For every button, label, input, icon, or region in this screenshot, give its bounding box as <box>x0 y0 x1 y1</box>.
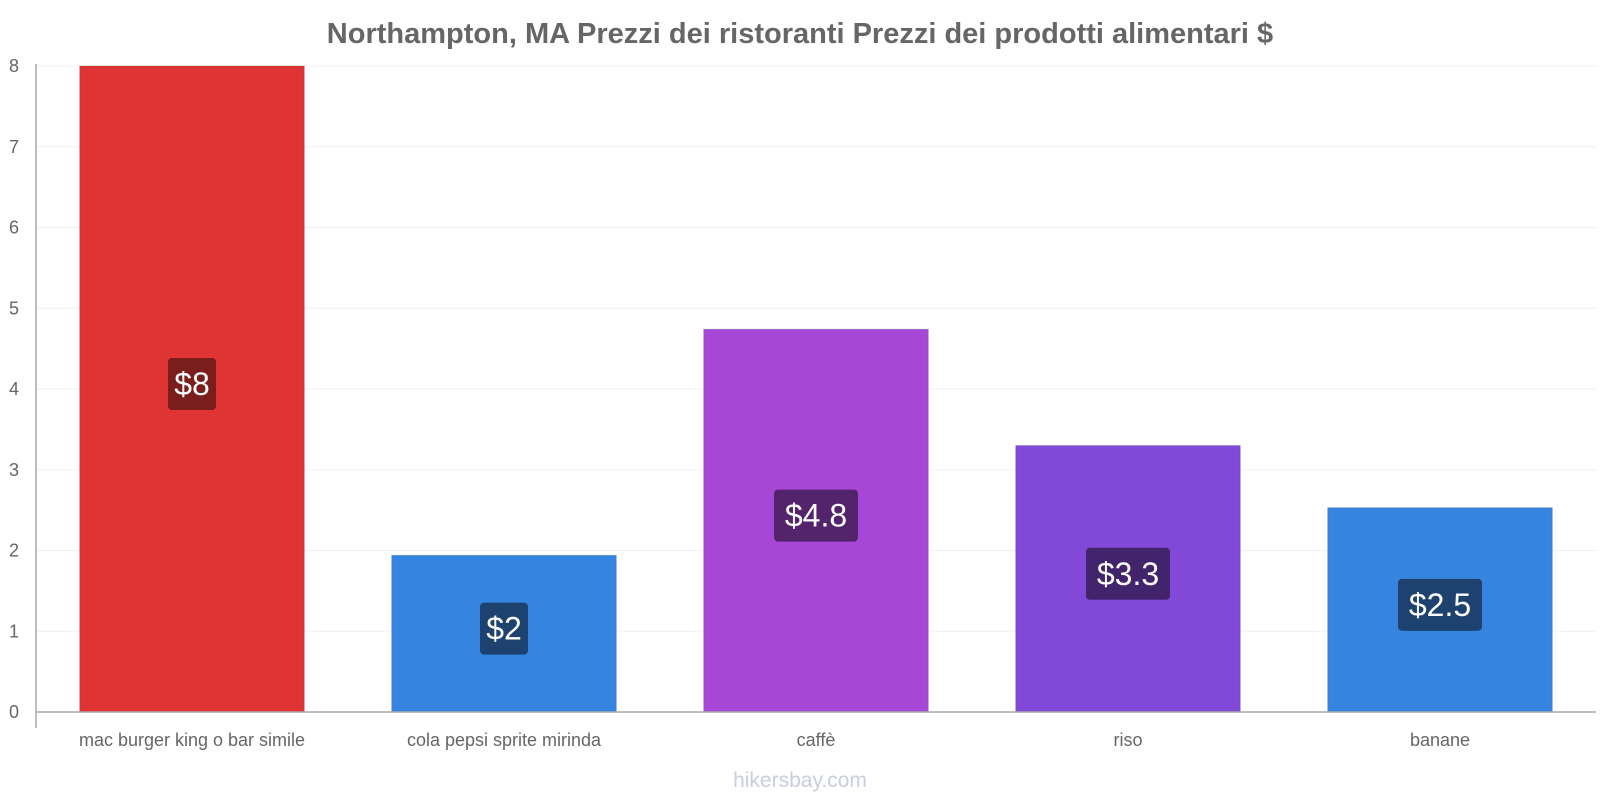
y-tick-labels: 0 1 2 3 4 5 6 7 8 <box>9 56 19 722</box>
y-tick-label: 4 <box>9 379 19 399</box>
value-label-box <box>1398 578 1482 631</box>
category-label: banane <box>1410 730 1470 750</box>
y-tick-label: 5 <box>9 298 19 318</box>
category-label: caffè <box>797 730 836 750</box>
y-tick-label: 7 <box>9 137 19 157</box>
y-tick-label: 2 <box>9 541 19 561</box>
category-labels: mac burger king o bar simile cola pepsi s… <box>79 730 1470 750</box>
y-tick-label: 0 <box>9 702 19 722</box>
category-label: riso <box>1113 730 1142 750</box>
value-label: $2.5 <box>1409 587 1471 623</box>
y-tick-label: 1 <box>9 621 19 641</box>
value-label-box <box>774 489 858 542</box>
category-label: mac burger king o bar simile <box>79 730 305 750</box>
value-label-box <box>168 358 216 410</box>
value-label: $8 <box>174 366 210 402</box>
value-labels: $8 $2 $4.8 $3.3 $2.5 <box>168 358 1482 655</box>
value-label-box <box>480 602 528 655</box>
y-tick-label: 8 <box>9 56 19 76</box>
chart-title: Northampton, MA Prezzi dei ristoranti Pr… <box>327 18 1273 50</box>
y-tick-label: 3 <box>9 460 19 480</box>
category-label: cola pepsi sprite mirinda <box>407 730 602 750</box>
y-tick-label: 6 <box>9 218 19 238</box>
value-label-box <box>1086 547 1170 600</box>
watermark: hikersbay.com <box>733 769 867 792</box>
axes <box>35 64 1596 728</box>
value-label: $3.3 <box>1097 556 1159 592</box>
value-label: $4.8 <box>785 498 847 534</box>
value-label: $2 <box>486 611 522 647</box>
